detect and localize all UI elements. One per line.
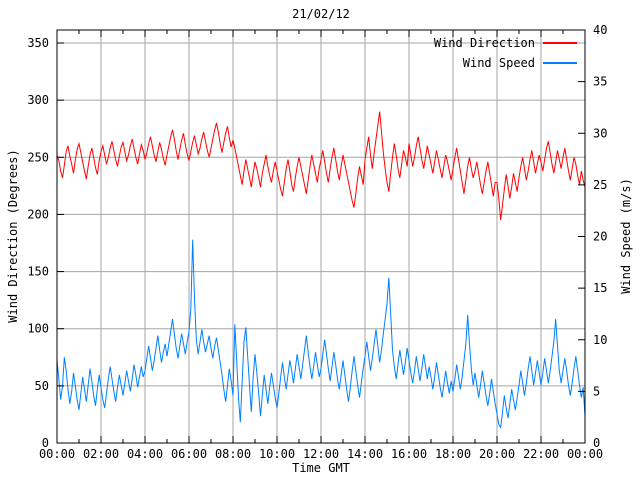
y-right-tick-label: 10 bbox=[593, 333, 607, 347]
y-right-tick-label: 30 bbox=[593, 126, 607, 140]
chart-title: 21/02/12 bbox=[292, 7, 350, 21]
legend-label-wind-speed: Wind Speed bbox=[462, 56, 535, 70]
legend-line-sample-wind-direction bbox=[543, 42, 577, 44]
x-tick-label: 06:00 bbox=[171, 447, 207, 461]
legend-item-wind-speed: Wind Speed bbox=[463, 56, 577, 70]
x-tick-label: 12:00 bbox=[303, 447, 339, 461]
y-left-tick-label: 50 bbox=[35, 379, 49, 393]
y-right-tick-label: 15 bbox=[593, 281, 607, 295]
y-right-tick-label: 25 bbox=[593, 178, 607, 192]
wind-speed-series bbox=[56, 239, 586, 430]
x-tick-label: 22:00 bbox=[523, 447, 559, 461]
x-tick-label: 18:00 bbox=[435, 447, 471, 461]
y-left-tick-label: 300 bbox=[27, 93, 49, 107]
x-tick-label: 20:00 bbox=[479, 447, 515, 461]
legend-label-wind-direction: Wind Direction bbox=[433, 36, 535, 50]
x-tick-label: 14:00 bbox=[347, 447, 383, 461]
wind-direction-series bbox=[56, 111, 586, 221]
y-left-axis-label: Wind Direction (Degrees) bbox=[6, 149, 20, 323]
y-right-tick-label: 35 bbox=[593, 75, 607, 89]
y-left-tick-label: 150 bbox=[27, 265, 49, 279]
x-tick-label: 16:00 bbox=[391, 447, 427, 461]
y-right-axis-label: Wind Speed (m/s) bbox=[619, 178, 633, 294]
legend: Wind Direction Wind Speed bbox=[434, 36, 577, 70]
legend-line-sample-wind-speed bbox=[543, 62, 577, 64]
y-left-tick-label: 0 bbox=[42, 436, 49, 450]
y-right-tick-label: 40 bbox=[593, 23, 607, 37]
y-left-tick-label: 350 bbox=[27, 36, 49, 50]
x-tick-label: 08:00 bbox=[215, 447, 251, 461]
x-tick-label: 04:00 bbox=[127, 447, 163, 461]
y-left-tick-label: 200 bbox=[27, 207, 49, 221]
y-right-tick-label: 20 bbox=[593, 230, 607, 244]
x-tick-label: 00:00 bbox=[39, 447, 75, 461]
y-left-tick-label: 100 bbox=[27, 322, 49, 336]
y-left-tick-label: 250 bbox=[27, 150, 49, 164]
x-tick-label: 10:00 bbox=[259, 447, 295, 461]
x-tick-label: 00:00 bbox=[567, 447, 603, 461]
legend-item-wind-direction: Wind Direction bbox=[434, 36, 577, 50]
y-right-tick-label: 0 bbox=[593, 436, 600, 450]
x-axis-label: Time GMT bbox=[292, 461, 350, 475]
x-tick-label: 02:00 bbox=[83, 447, 119, 461]
y-right-tick-label: 5 bbox=[593, 384, 600, 398]
